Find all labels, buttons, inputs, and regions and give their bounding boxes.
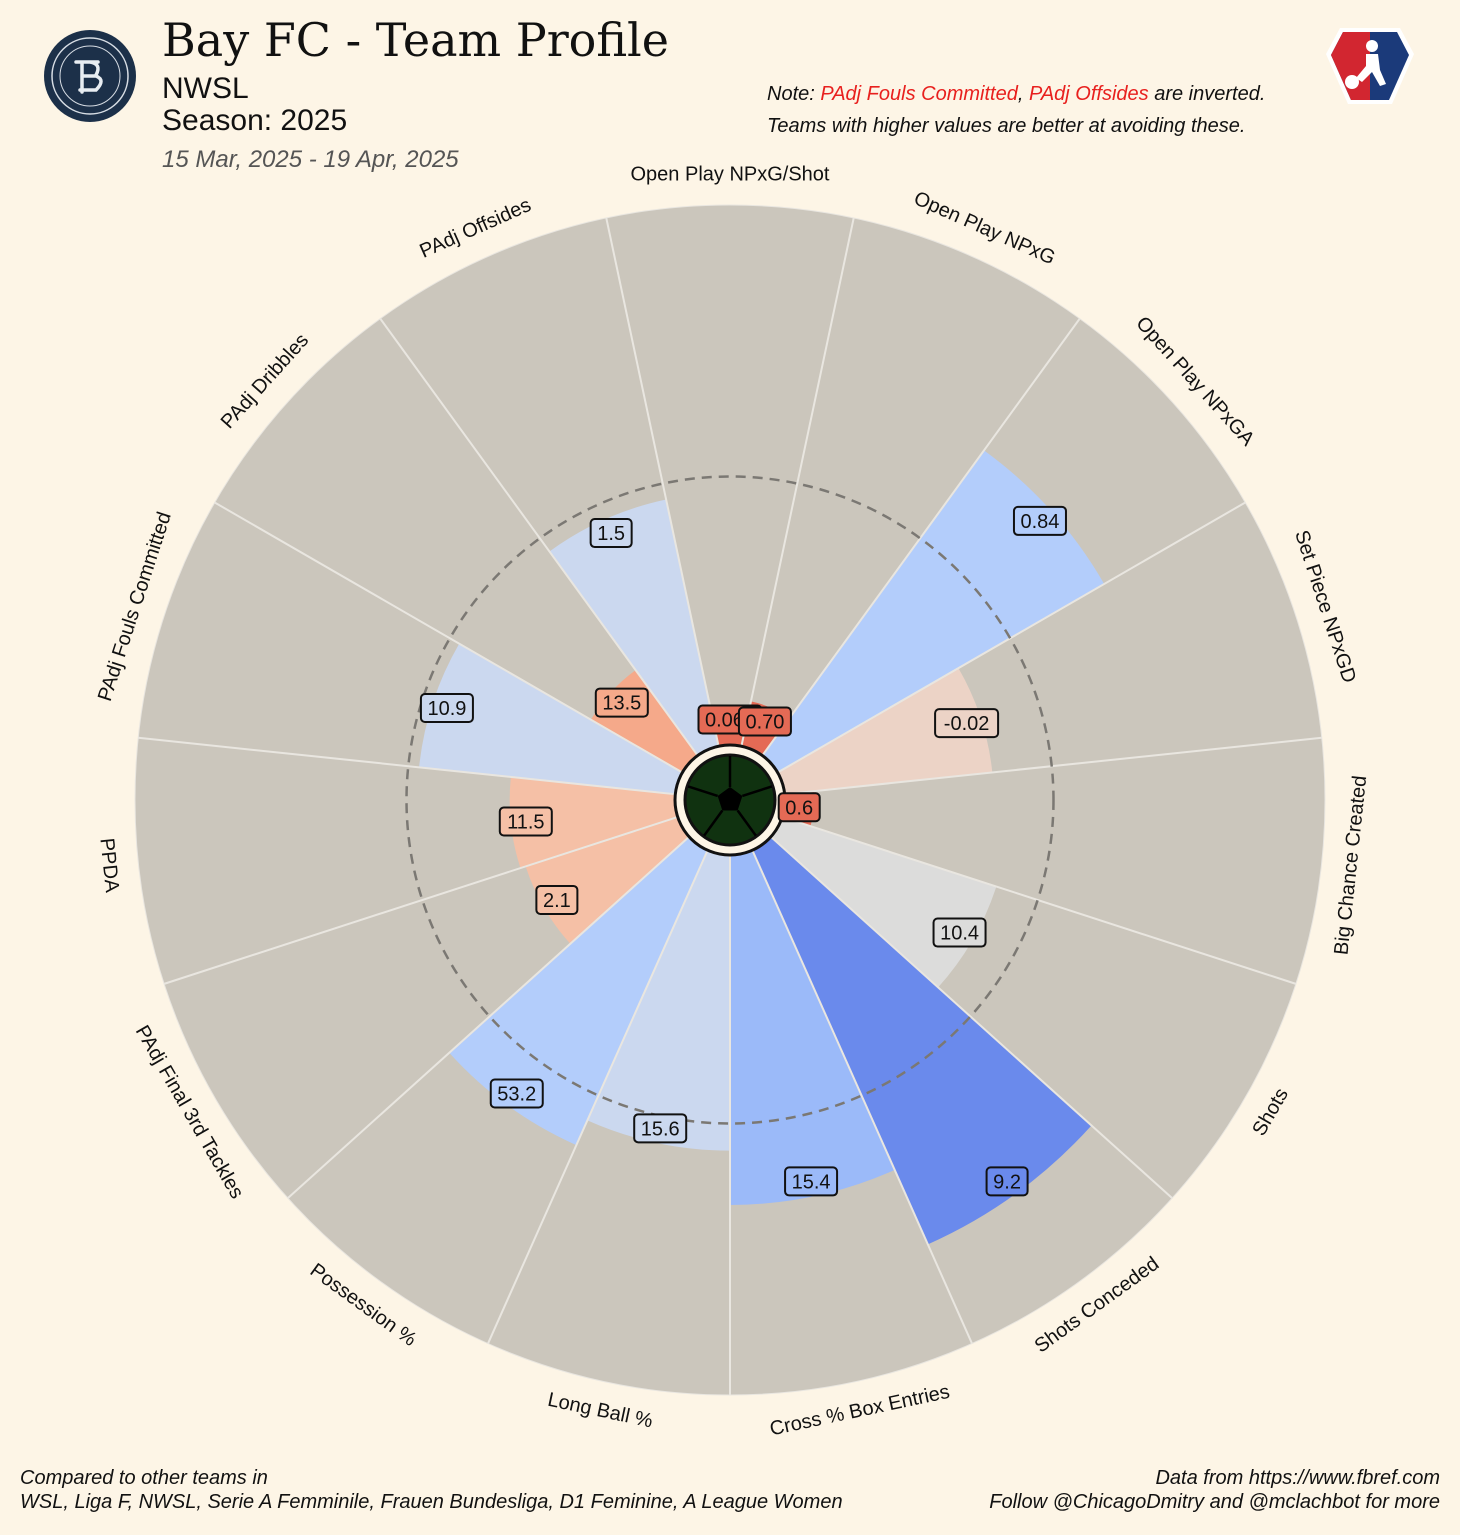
soccer-ball-seam xyxy=(741,785,773,798)
value-label: 0.70 xyxy=(745,712,784,734)
league-logo xyxy=(1326,28,1414,104)
sector-divider xyxy=(138,736,679,796)
soccer-ball-seam xyxy=(687,785,719,798)
sector-divider xyxy=(739,217,855,750)
value-label: 0.84 xyxy=(1020,511,1059,533)
category-label: Long Ball % xyxy=(546,1389,655,1433)
value-label: 10.9 xyxy=(427,698,466,720)
note-inverted-metric-1: PAdj Fouls Committed xyxy=(820,83,1018,105)
radar-bar xyxy=(549,499,720,758)
sector-divider xyxy=(750,847,973,1344)
reference-ring xyxy=(405,475,1055,1125)
value-box xyxy=(985,1166,1029,1197)
background-sector xyxy=(606,204,854,750)
value-label: 10.4 xyxy=(940,923,979,945)
sector-divider xyxy=(779,815,1297,985)
data-source: Data from https://www.fbref.com xyxy=(1155,1467,1440,1489)
value-box xyxy=(498,806,553,837)
radar-bar xyxy=(509,776,681,869)
category-label: Shots xyxy=(1248,1084,1293,1139)
note-separator: , xyxy=(1017,83,1029,105)
sector-divider xyxy=(214,501,686,775)
radar-bar xyxy=(730,847,895,1205)
value-box xyxy=(419,693,474,724)
value-label: 13.5 xyxy=(602,693,641,715)
value-label: -0.02 xyxy=(944,713,990,735)
note-prefix: Note: xyxy=(767,83,821,105)
value-box xyxy=(932,917,987,948)
value-box xyxy=(784,1166,839,1197)
value-box xyxy=(777,792,821,823)
season-label: Season: 2025 xyxy=(162,104,348,137)
category-label: Big Chance Created xyxy=(1331,775,1372,956)
radar-bar xyxy=(449,834,709,1146)
radar-bar xyxy=(419,643,685,795)
inverted-note: Note: PAdj Fouls Committed, PAdj Offside… xyxy=(767,81,1265,107)
sector-divider xyxy=(287,834,693,1199)
sector-divider xyxy=(163,815,681,985)
sector-divider xyxy=(487,847,710,1344)
category-label: PPDA xyxy=(95,837,123,894)
soccer-ball-patch xyxy=(717,787,743,811)
sector-divider xyxy=(767,834,1173,1199)
value-label: 2.1 xyxy=(543,890,571,912)
outer-edge xyxy=(134,204,1326,1396)
value-box xyxy=(535,884,579,915)
comparison-note: Compared to other teams in xyxy=(20,1467,268,1489)
value-label: 0.6 xyxy=(785,797,813,819)
page-title: Bay FC - Team Profile xyxy=(162,13,669,67)
radar-bar xyxy=(775,668,993,795)
value-label: 53.2 xyxy=(497,1084,536,1106)
value-box xyxy=(1012,505,1067,536)
club-logo xyxy=(44,30,136,122)
background-sector xyxy=(779,737,1325,984)
league-name: NWSL xyxy=(162,72,249,105)
value-label: 15.4 xyxy=(792,1171,831,1193)
value-box xyxy=(489,1078,544,1109)
follow-credit: Follow @ChicagoDmitry and @mclachbot for… xyxy=(989,1491,1440,1513)
value-label: 11.5 xyxy=(507,811,544,833)
radar-bar xyxy=(751,834,1092,1245)
sector-divider xyxy=(605,217,721,750)
value-box xyxy=(589,518,633,549)
value-label: 9.2 xyxy=(993,1171,1021,1193)
note-suffix: are inverted. xyxy=(1148,83,1266,105)
sector-divider xyxy=(379,318,701,759)
date-range: 15 Mar, 2025 - 19 Apr, 2025 xyxy=(162,146,459,173)
note-inverted-metric-2: PAdj Offsides xyxy=(1028,83,1149,105)
note-explanation: Teams with higher values are better at a… xyxy=(767,115,1246,137)
value-label: 1.5 xyxy=(597,523,625,545)
soccer-ball-seam xyxy=(703,809,724,837)
category-label: Open Play NPxG/Shot xyxy=(631,163,830,185)
value-box xyxy=(934,708,1000,739)
value-box xyxy=(594,687,649,718)
value-box xyxy=(633,1113,688,1144)
value-label: 15.6 xyxy=(641,1118,680,1140)
soccer-ball-seam xyxy=(736,809,757,837)
comparison-leagues: WSL, Liga F, NWSL, Serie A Femminile, Fr… xyxy=(20,1491,843,1513)
background-sector xyxy=(214,318,700,774)
radar-bar xyxy=(587,847,730,1151)
value-box xyxy=(737,706,792,737)
sector-divider xyxy=(759,318,1081,759)
